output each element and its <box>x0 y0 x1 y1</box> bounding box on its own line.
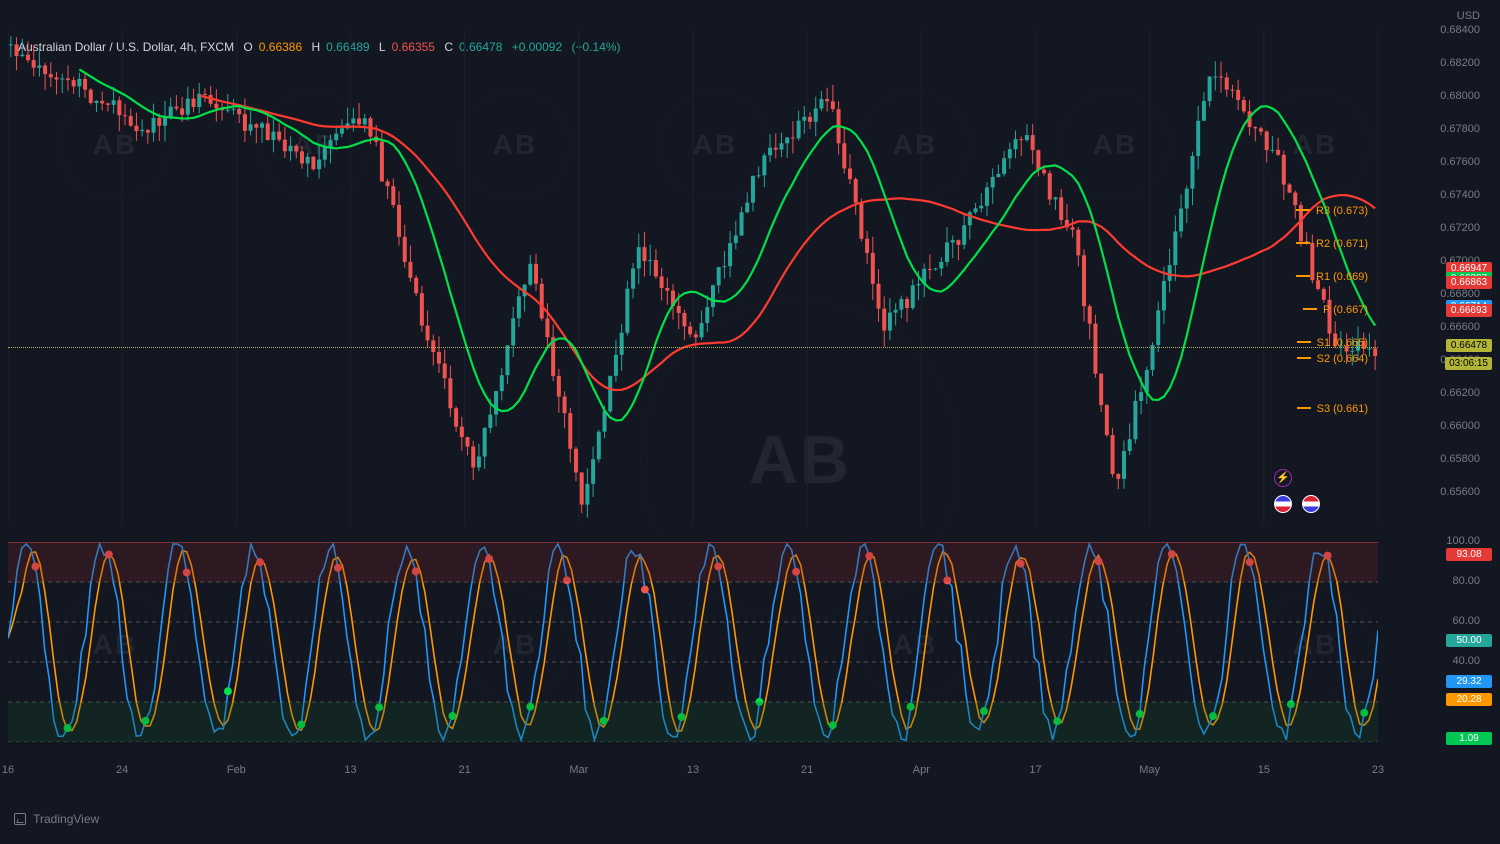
countdown-tag: 03:06:15 <box>1445 357 1492 370</box>
osc-tag: 93.08 <box>1446 548 1492 561</box>
pivot-level: P (0.667) <box>1303 304 1368 316</box>
time-tick: 13 <box>687 764 699 776</box>
osc-tick: 40.00 <box>1452 655 1480 667</box>
price-chart-svg <box>8 30 1378 525</box>
price-tick: 0.66600 <box>1440 321 1480 333</box>
pivot-level: S2 (0.664) <box>1297 353 1368 365</box>
osc-tag: 50.00 <box>1446 634 1492 647</box>
time-tick: Mar <box>569 764 588 776</box>
price-tick: 0.65800 <box>1440 453 1480 465</box>
osc-tag: 29.32 <box>1446 675 1492 688</box>
price-tick: 0.67400 <box>1440 189 1480 201</box>
price-chart[interactable]: R3 (0.673) R2 (0.671) R1 (0.669) P (0.667) S… <box>8 30 1378 525</box>
pivot-level: S3 (0.661) <box>1297 403 1368 415</box>
time-tick: 21 <box>801 764 813 776</box>
time-tick: 16 <box>2 764 14 776</box>
pivot-level: S1 (0.665) <box>1297 337 1368 349</box>
price-tag: 0.66478 <box>1446 339 1492 352</box>
pivot-level: R3 (0.673) <box>1296 205 1368 217</box>
time-tick: 24 <box>116 764 128 776</box>
price-tag: 0.66693 <box>1446 304 1492 317</box>
price-tick: 0.67200 <box>1440 222 1480 234</box>
flag-icon[interactable] <box>1302 495 1320 513</box>
price-tick: 0.68400 <box>1440 24 1480 36</box>
price-tick: 0.66200 <box>1440 387 1480 399</box>
time-tick: 13 <box>344 764 356 776</box>
price-tick: 0.68000 <box>1440 90 1480 102</box>
price-tick: 0.66000 <box>1440 420 1480 432</box>
oscillator-panel[interactable] <box>8 542 1378 742</box>
tradingview-logo-icon <box>14 813 26 825</box>
last-price-line <box>8 347 1378 348</box>
osc-tick: 80.00 <box>1452 575 1480 587</box>
price-tick: 0.68200 <box>1440 57 1480 69</box>
time-axis: 1624Feb1321Mar1321Apr17May1523 <box>8 764 1378 784</box>
time-tick: 23 <box>1372 764 1384 776</box>
watermark-text: TradingView <box>33 812 99 826</box>
time-tick: Apr <box>913 764 930 776</box>
pivot-level: R1 (0.669) <box>1296 271 1368 283</box>
osc-tick: 60.00 <box>1452 615 1480 627</box>
price-tick: 0.66800 <box>1440 288 1480 300</box>
flag-icon[interactable] <box>1274 495 1292 513</box>
osc-tag: 20.28 <box>1446 693 1492 706</box>
bolt-icon[interactable]: ⚡ <box>1274 469 1292 487</box>
time-tick: 17 <box>1029 764 1041 776</box>
oversold-zone <box>8 702 1378 742</box>
axis-currency: USD <box>1457 10 1480 22</box>
osc-tick: 100.00 <box>1446 535 1480 547</box>
price-tick: 0.67600 <box>1440 156 1480 168</box>
price-tick: 0.65600 <box>1440 486 1480 498</box>
overbought-zone <box>8 542 1378 582</box>
oscillator-axis: 0.0020.0040.0060.0080.00100.00 93.0850.0… <box>1380 542 1500 742</box>
pivot-level: R2 (0.671) <box>1296 238 1368 250</box>
time-tick: 15 <box>1258 764 1270 776</box>
price-tick: 0.67800 <box>1440 123 1480 135</box>
time-tick: May <box>1139 764 1160 776</box>
price-axis: USD 0.656000.658000.660000.662000.664000… <box>1380 30 1500 525</box>
time-tick: Feb <box>227 764 246 776</box>
time-tick: 21 <box>459 764 471 776</box>
osc-tag: 1.09 <box>1446 732 1492 745</box>
price-tag: 0.66863 <box>1446 276 1492 289</box>
tradingview-watermark: TradingView <box>14 812 99 826</box>
